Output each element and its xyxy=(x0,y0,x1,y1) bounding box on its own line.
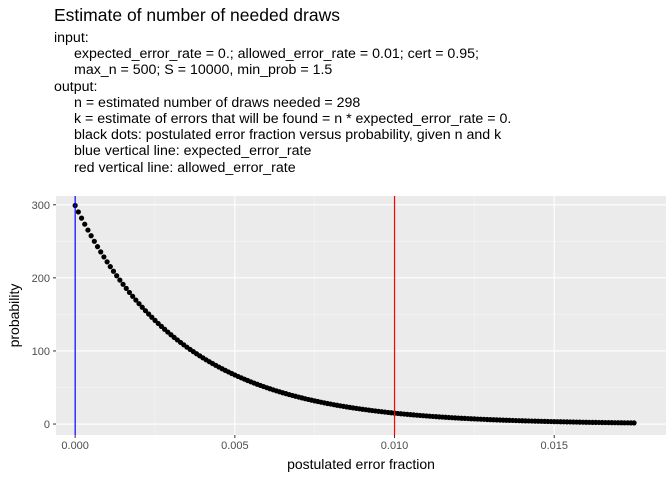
data-point xyxy=(82,221,88,227)
data-point xyxy=(126,289,133,296)
subtitle-line: red vertical line: allowed_error_rate xyxy=(74,159,296,176)
y-axis-label: probability xyxy=(6,284,22,348)
data-point xyxy=(133,297,139,303)
chart-title: Estimate of number of needed draws xyxy=(54,5,340,25)
data-point xyxy=(114,273,120,279)
data-point xyxy=(631,420,637,426)
y-tick-label: 300 xyxy=(32,200,50,212)
data-point xyxy=(78,215,85,221)
data-point xyxy=(88,233,94,239)
data-point xyxy=(91,238,97,244)
x-tick-label: 0.015 xyxy=(540,440,568,452)
subtitle-line: black dots: postulated error fraction ve… xyxy=(74,127,502,144)
subtitle-line: input: xyxy=(54,30,89,46)
data-point xyxy=(107,264,113,270)
subtitle-line: n = estimated number of draws needed = 2… xyxy=(74,94,361,111)
subtitle-line: output: xyxy=(54,78,98,95)
data-point xyxy=(85,227,91,233)
data-point xyxy=(123,285,129,292)
data-point xyxy=(149,314,155,320)
data-point xyxy=(142,308,149,314)
data-point xyxy=(98,249,104,255)
data-series xyxy=(72,202,637,426)
data-point xyxy=(136,301,142,307)
subtitle-line: expected_error_rate = 0.; allowed_error_… xyxy=(74,46,479,63)
data-point xyxy=(110,268,117,274)
data-point xyxy=(94,244,101,250)
subtitle-line: k = estimate of errors that will be foun… xyxy=(74,110,512,127)
chart-subtitle: input: expected_error_rate = 0.; allowed_… xyxy=(54,30,511,176)
y-tick-label: 100 xyxy=(32,346,50,358)
x-tick-label: 0.005 xyxy=(221,440,249,452)
subtitle-line: blue vertical line: expected_error_rate xyxy=(74,143,312,160)
data-point xyxy=(139,304,145,310)
data-point xyxy=(101,254,107,260)
y-tick-label: 0 xyxy=(44,419,50,431)
subtitle-line: max_n = 500; S = 10000, min_prob = 1.5 xyxy=(74,62,333,79)
y-tick-label: 200 xyxy=(32,273,50,285)
x-axis-label: postulated error fraction xyxy=(287,456,435,472)
data-point xyxy=(120,281,126,287)
x-tick-label: 0.000 xyxy=(61,440,89,452)
data-point xyxy=(130,293,136,299)
plot-panel xyxy=(56,196,666,435)
data-point xyxy=(104,259,110,265)
data-point xyxy=(75,209,81,215)
x-tick-label: 0.010 xyxy=(381,440,409,452)
data-point xyxy=(146,311,152,317)
data-point xyxy=(117,277,123,283)
